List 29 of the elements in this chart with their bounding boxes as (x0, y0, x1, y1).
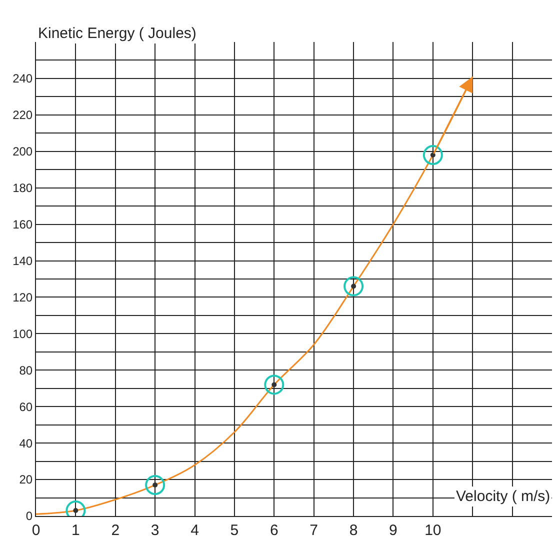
x-tick-label: 1 (72, 522, 80, 539)
point (422, 145, 443, 166)
point (344, 276, 364, 296)
x-tick-label: 6 (270, 522, 278, 539)
y-tick-label: 60 (19, 400, 33, 414)
y-tick-label: 180 (12, 181, 33, 196)
y-axis-title: Kinetic Energy ( Joules) (38, 25, 196, 42)
y-tick-label: 0 (26, 509, 33, 524)
x-tick-label: 9 (389, 522, 398, 539)
y-tick-label: 20 (19, 472, 33, 487)
x-tick-label: 3 (150, 522, 160, 539)
y-tick-label: 80 (19, 363, 33, 378)
x-axis-title: Velocity ( m/s) (456, 488, 550, 505)
y-tick-label: 220 (12, 108, 33, 122)
x-tick-label: 4 (190, 522, 199, 539)
y-tick-label: 40 (19, 436, 33, 450)
point (264, 374, 284, 395)
y-tick-label: 100 (12, 326, 33, 341)
y-tick-label: 140 (12, 254, 33, 268)
x-tick-label: 10 (424, 522, 442, 539)
x-tick-label: 7 (310, 522, 318, 539)
x-tick-label: 2 (111, 522, 120, 539)
x-tick-label: 8 (349, 522, 358, 539)
y-tick-label: 120 (12, 290, 33, 304)
y-tick-label: 240 (12, 72, 33, 86)
x-tick-label: 5 (230, 522, 239, 539)
y-tick-label: 160 (12, 218, 33, 232)
point (145, 475, 166, 495)
y-tick-label: 200 (12, 144, 33, 159)
